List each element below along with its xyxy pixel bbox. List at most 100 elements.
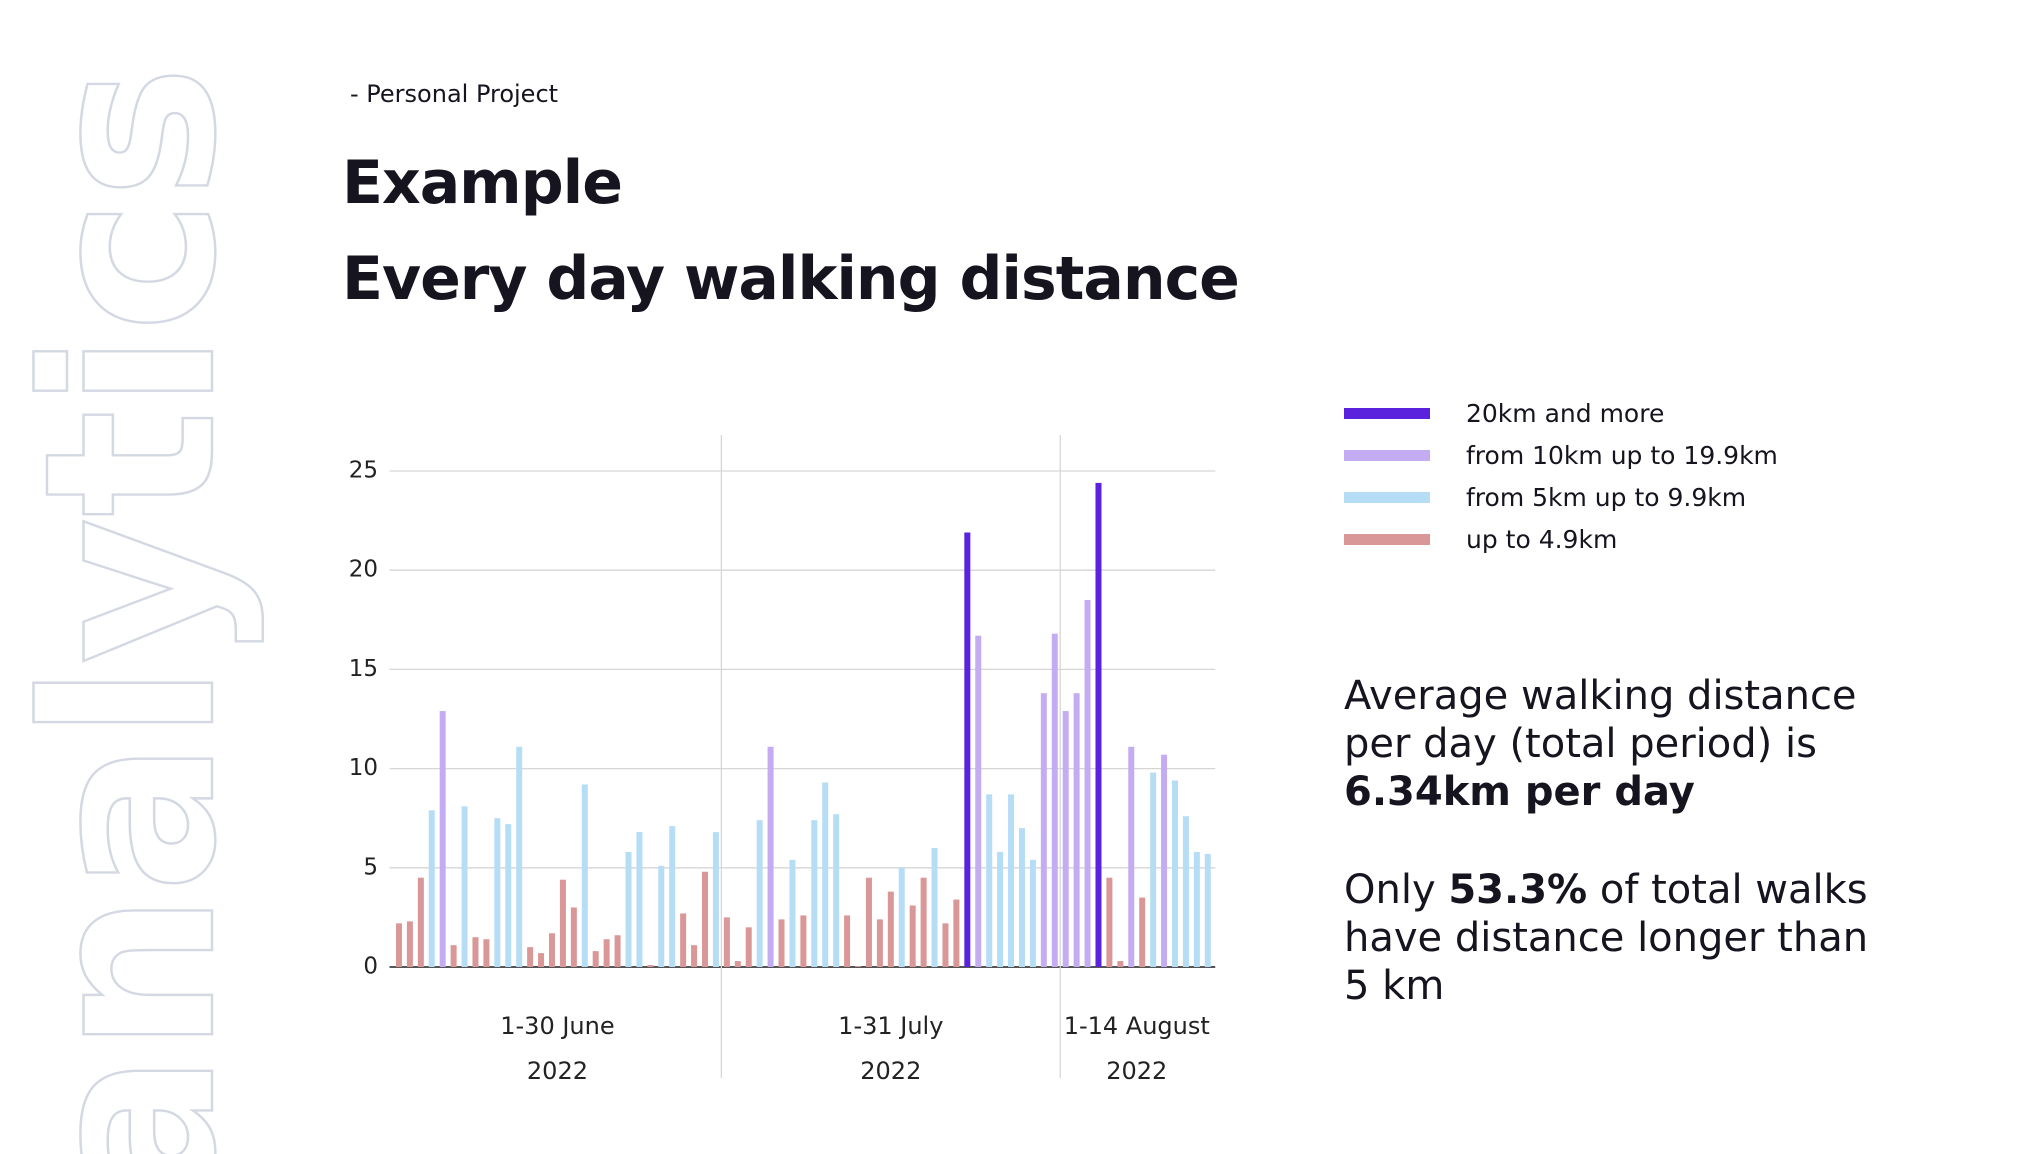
legend-item: up to 4.9km (1344, 518, 1778, 560)
bar (1150, 772, 1157, 967)
y-tick-label: 25 (349, 458, 378, 484)
bar (997, 851, 1004, 967)
bar (592, 951, 599, 967)
bar (887, 891, 894, 967)
bar (1204, 853, 1211, 967)
group-year: 2022 (1106, 1057, 1167, 1085)
legend-label: from 5km up to 9.9km (1466, 482, 1747, 512)
bar (734, 961, 741, 967)
side-label: analytics (0, 65, 268, 1154)
legend-swatch (1344, 407, 1430, 419)
bar (1040, 693, 1047, 967)
group-label: 1-30 June (500, 1012, 614, 1040)
bar (1008, 794, 1015, 967)
bar (1095, 482, 1102, 967)
bar (1171, 780, 1178, 967)
bar (1139, 897, 1146, 967)
bar (548, 933, 555, 967)
bar (581, 784, 588, 967)
bar (811, 820, 818, 967)
bar (1128, 746, 1135, 967)
legend-label: up to 4.9km (1466, 524, 1618, 554)
bar (406, 921, 413, 967)
bar (953, 899, 960, 967)
bar (658, 865, 665, 967)
bar (450, 945, 457, 967)
bar (833, 814, 840, 967)
bar (472, 937, 479, 967)
notes: Average walking distance per day (total … (1344, 672, 1904, 1060)
bar (767, 746, 774, 967)
bar (428, 810, 435, 967)
bar (1182, 816, 1189, 967)
bar (822, 782, 829, 967)
bar (1117, 961, 1124, 967)
bar (909, 905, 916, 967)
bar (723, 917, 730, 967)
bar (789, 859, 796, 967)
bar (647, 965, 654, 967)
bar (920, 877, 927, 967)
legend-item: 20km and more (1344, 392, 1778, 434)
bar (538, 953, 545, 967)
bar (461, 806, 468, 967)
legend-label: from 10km up to 19.9km (1466, 440, 1778, 470)
bar (603, 939, 610, 967)
subtitle: Every day walking distance (342, 244, 1240, 314)
group-year: 2022 (527, 1057, 588, 1085)
bar (986, 794, 993, 967)
bar (942, 923, 949, 967)
legend-item: from 10km up to 19.9km (1344, 434, 1778, 476)
bar (494, 818, 501, 967)
bar (702, 871, 709, 967)
legend-swatch (1344, 449, 1430, 461)
note-text: Only (1344, 867, 1449, 913)
bar (483, 939, 490, 967)
bar (570, 907, 577, 967)
bar (745, 927, 752, 967)
y-tick-label: 0 (363, 954, 378, 980)
y-tick-label: 20 (349, 557, 378, 583)
bar (439, 711, 446, 967)
y-tick-label: 10 (349, 755, 378, 781)
note-text: of total walks have distance longer than… (1344, 867, 1869, 1009)
bar (876, 919, 883, 967)
legend-item: from 5km up to 9.9km (1344, 476, 1778, 518)
note: Average walking distance per day (total … (1344, 672, 1904, 816)
bar (800, 915, 807, 967)
group-year: 2022 (860, 1057, 921, 1085)
bar (505, 824, 512, 967)
y-tick-label: 5 (363, 854, 378, 880)
bar (1161, 754, 1168, 967)
bar (1084, 599, 1091, 967)
bar (844, 915, 851, 967)
bar (1106, 877, 1113, 967)
bar (559, 879, 566, 967)
bar (1073, 693, 1080, 967)
bar (417, 877, 424, 967)
bar (395, 923, 402, 967)
bar (975, 635, 982, 967)
bar (636, 832, 643, 967)
y-tick-label: 15 (349, 656, 378, 682)
bar (527, 947, 534, 967)
note-text: Average walking distance per day (total … (1344, 673, 1857, 767)
note-highlight: 53.3% (1448, 867, 1588, 913)
bar (756, 820, 763, 967)
bar (865, 877, 872, 967)
bar (855, 966, 862, 967)
bar (931, 847, 938, 967)
bar (898, 867, 905, 967)
bar (691, 945, 698, 967)
legend: 20km and more from 10km up to 19.9km from … (1344, 392, 1778, 560)
legend-swatch (1344, 533, 1430, 545)
note: Only 53.3% of total walks have distance … (1344, 866, 1904, 1010)
eyebrow: - Personal Project (350, 80, 559, 108)
bar (669, 826, 676, 967)
bar (1051, 633, 1058, 967)
legend-label: 20km and more (1466, 398, 1665, 428)
bar (614, 935, 621, 967)
bar (1018, 828, 1025, 967)
